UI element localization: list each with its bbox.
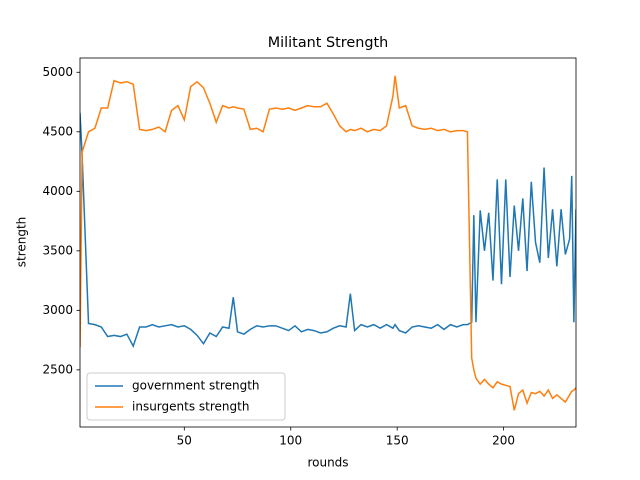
- plot-frame: [79, 57, 577, 428]
- legend-label: government strength: [132, 379, 260, 393]
- x-tick-label: 200: [492, 434, 515, 448]
- y-tick-label: 5000: [42, 65, 73, 79]
- y-tick-label: 3000: [42, 303, 73, 317]
- data-line: [80, 112, 576, 348]
- x-tick-label: 150: [386, 434, 409, 448]
- y-tick-label: 3500: [42, 243, 73, 257]
- y-tick-label: 4000: [42, 184, 73, 198]
- legend-label: insurgents strength: [132, 400, 249, 414]
- y-tick-label: 4500: [42, 124, 73, 138]
- y-axis-label: strength: [15, 217, 29, 268]
- data-line: [80, 75, 576, 411]
- x-tick-label: 100: [279, 434, 302, 448]
- chart-title: Militant Strength: [268, 35, 388, 51]
- y-tick-label: 2500: [42, 362, 73, 376]
- legend-box: [86, 372, 286, 421]
- x-tick-label: 50: [177, 434, 192, 448]
- x-axis-label: rounds: [307, 456, 348, 470]
